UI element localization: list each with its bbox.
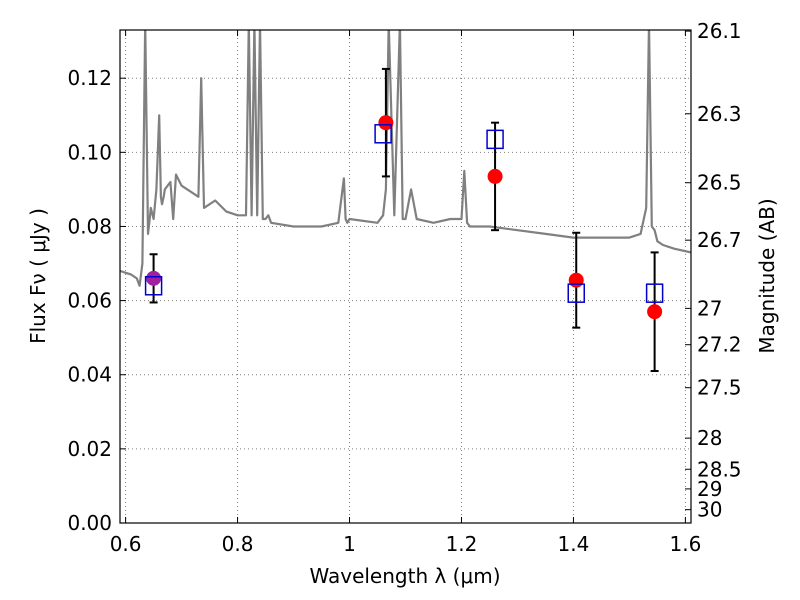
observed-photometry (146, 115, 663, 320)
observed-point (378, 115, 394, 131)
right-tick-label: 26.7 (697, 228, 742, 252)
right-tick-label: 26.1 (697, 19, 742, 43)
right-tick-label: 27.5 (697, 376, 742, 400)
plot-background (120, 30, 691, 523)
y-axis-ticks: 0.00 0.02 0.04 0.06 0.08 0.10 0.12 (67, 66, 126, 535)
observed-point (568, 272, 584, 288)
x-axis-label: Wavelength λ (μm) (309, 564, 500, 588)
model-spectrum-line (120, 30, 691, 287)
x-tick-label: 1.6 (669, 532, 701, 556)
model-photometry-square (645, 283, 664, 303)
y-tick-label: 0.00 (67, 511, 112, 535)
y-axis-label: Flux Fν ( μJy ) (26, 208, 50, 344)
model-photometry-square (486, 129, 504, 150)
observed-point (487, 168, 503, 184)
right-tick-label: 30 (697, 498, 722, 522)
observed-point (647, 304, 663, 320)
right-axis-label: Magnitude (AB) (755, 198, 779, 353)
model-spectrum-layer (120, 30, 691, 287)
right-tick-label: 26.3 (697, 102, 742, 126)
y-tick-label: 0.04 (67, 363, 112, 387)
y-tick-label: 0.12 (67, 66, 112, 90)
plot-frame (119, 29, 692, 524)
right-tick-label: 28.5 (697, 457, 742, 481)
x-tick-label: 1.2 (446, 532, 478, 556)
model-photometry-square (567, 283, 585, 303)
x-tick-label: 1.4 (558, 532, 590, 556)
observed-point (146, 270, 162, 286)
right-tick-label: 27 (697, 296, 722, 320)
model-photometry-square (374, 124, 392, 144)
y-tick-label: 0.08 (67, 214, 112, 238)
y-tick-label: 0.10 (67, 140, 112, 164)
x-tick-label: 0.8 (222, 532, 254, 556)
right-tick-label: 28 (697, 426, 722, 450)
x-tick-label: 1 (343, 532, 356, 556)
right-tick-label: 29 (697, 477, 722, 501)
right-tick-label: 26.5 (697, 171, 742, 195)
x-tick-label: 0.6 (110, 532, 142, 556)
model-photometry-square (144, 276, 163, 296)
right-tick-label: 27.2 (697, 333, 742, 357)
y-tick-label: 0.02 (67, 437, 112, 461)
model-photometry (144, 124, 664, 303)
y-tick-label: 0.06 (67, 289, 112, 313)
x-axis-ticks: 0.6 0.8 1 1.2 1.4 1.6 (110, 30, 701, 556)
